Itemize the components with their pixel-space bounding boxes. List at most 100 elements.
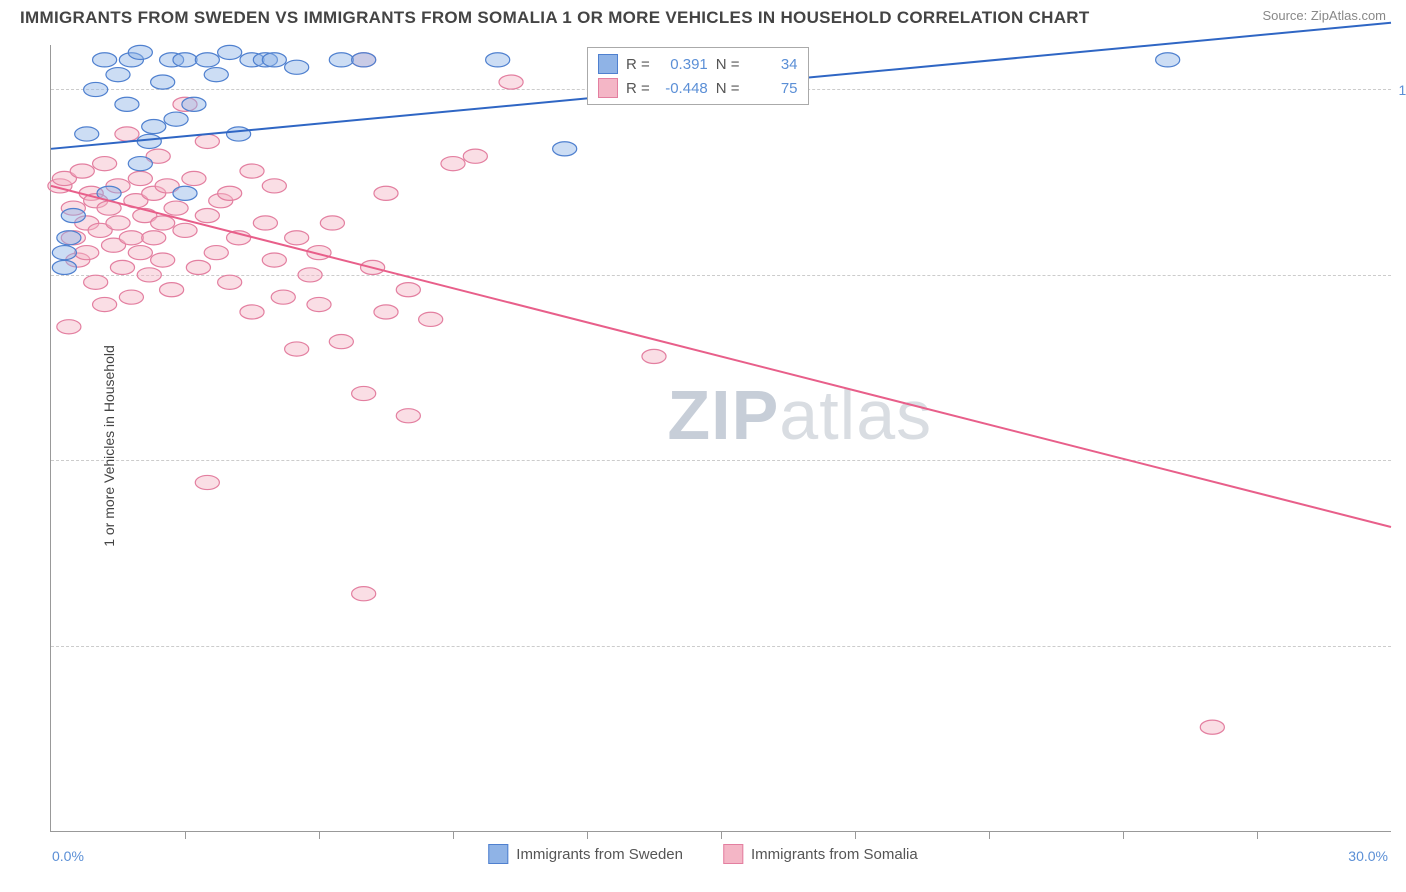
scatter-point [115,97,139,111]
scatter-point [253,216,277,230]
scatter-point [128,246,152,260]
scatter-point [61,208,85,222]
x-tick [1123,831,1124,839]
scatter-point [57,320,81,334]
scatter-point [463,149,487,163]
legend-item-series-b: Immigrants from Somalia [723,844,918,864]
scatter-point [195,134,219,148]
scatter-point [329,335,353,349]
scatter-point [553,142,577,156]
scatter-point [352,587,376,601]
scatter-point [195,208,219,222]
scatter-point [151,253,175,267]
scatter-point [329,53,353,67]
scatter-point [195,475,219,489]
chart-plot-area: 100.0%87.5%75.0%62.5% ZIPatlas R = 0.391… [50,45,1391,832]
x-tick [989,831,990,839]
r-label: R = [626,80,650,97]
scatter-point [271,290,295,304]
scatter-point [151,216,175,230]
scatter-point [84,275,108,289]
x-tick [587,831,588,839]
scatter-point [374,186,398,200]
r-label: R = [626,56,650,73]
scatter-point [240,164,264,178]
legend-label-a: Immigrants from Sweden [516,846,683,863]
scatter-point [218,275,242,289]
scatter-point [499,75,523,89]
scatter-point [396,409,420,423]
scatter-point [75,246,99,260]
x-axis-min-label: 0.0% [52,848,84,864]
source-label: Source: ZipAtlas.com [1262,8,1386,23]
scatter-point [160,283,184,297]
legend-item-series-a: Immigrants from Sweden [488,844,683,864]
scatter-point [93,297,117,311]
scatter-point [142,119,166,133]
scatter-point [128,157,152,171]
n-label: N = [716,56,740,73]
scatter-point [486,53,510,67]
scatter-point [396,283,420,297]
scatter-point [441,157,465,171]
x-tick [319,831,320,839]
n-value-a: 34 [748,56,798,73]
scatter-point [186,260,210,274]
scatter-svg [51,45,1391,831]
scatter-point [1156,53,1180,67]
title-bar: IMMIGRANTS FROM SWEDEN VS IMMIGRANTS FRO… [0,0,1406,32]
swatch-series-a [488,844,508,864]
scatter-point [106,68,130,82]
scatter-point [93,157,117,171]
legend-label-b: Immigrants from Somalia [751,846,918,863]
r-value-a: 0.391 [658,56,708,73]
swatch-series-a [598,54,618,74]
x-tick [185,831,186,839]
scatter-point [285,60,309,74]
scatter-point [93,53,117,67]
scatter-point [182,97,206,111]
scatter-point [642,349,666,363]
scatter-point [75,127,99,141]
trend-line [51,186,1391,527]
scatter-point [307,297,331,311]
scatter-point [218,45,242,59]
scatter-point [137,134,161,148]
legend: Immigrants from Sweden Immigrants from S… [488,844,917,864]
scatter-point [57,231,81,245]
scatter-point [164,201,188,215]
scatter-point [52,260,76,274]
scatter-point [195,53,219,67]
scatter-point [1200,720,1224,734]
scatter-point [298,268,322,282]
scatter-point [227,127,251,141]
scatter-point [419,312,443,326]
scatter-point [240,305,264,319]
scatter-point [352,53,376,67]
x-axis-max-label: 30.0% [1348,848,1388,864]
scatter-point [204,246,228,260]
stats-row-series-b: R = -0.448 N = 75 [598,76,798,100]
scatter-point [173,186,197,200]
scatter-point [320,216,344,230]
scatter-point [285,342,309,356]
scatter-point [52,246,76,260]
swatch-series-b [723,844,743,864]
scatter-point [115,127,139,141]
scatter-point [151,75,175,89]
scatter-point [142,231,166,245]
scatter-point [119,290,143,304]
y-tick-label: 100.0% [1399,82,1406,98]
scatter-point [110,260,134,274]
x-tick [453,831,454,839]
scatter-point [262,179,286,193]
scatter-point [204,68,228,82]
y-axis-title: 1 or more Vehicles in Household [101,345,117,547]
chart-title: IMMIGRANTS FROM SWEDEN VS IMMIGRANTS FRO… [20,8,1090,28]
scatter-point [262,53,286,67]
x-tick [1257,831,1258,839]
scatter-point [70,164,94,178]
scatter-point [182,171,206,185]
scatter-point [119,231,143,245]
scatter-point [128,171,152,185]
